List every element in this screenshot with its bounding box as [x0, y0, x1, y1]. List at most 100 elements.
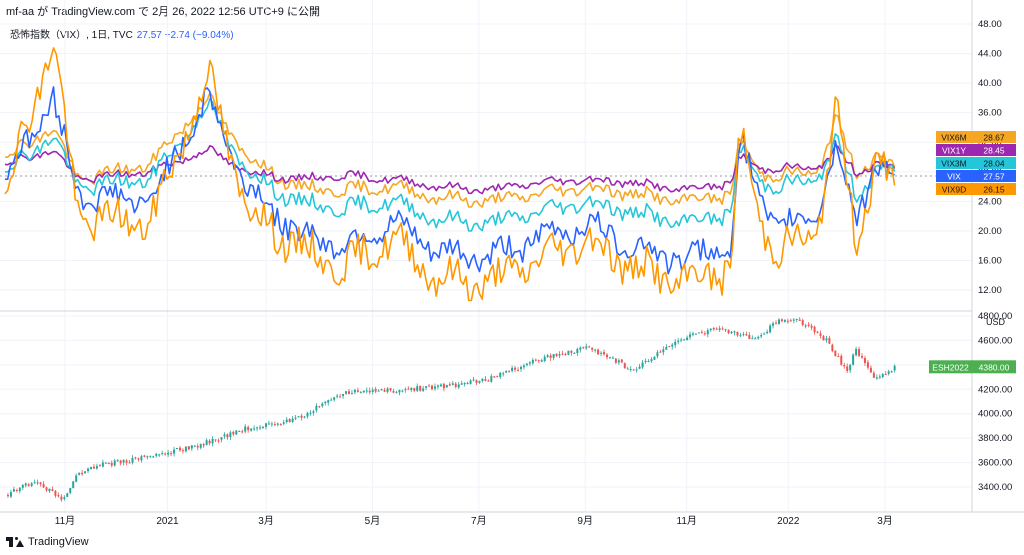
x-tick-label: 5月	[365, 515, 381, 527]
tradingview-logo-icon	[6, 537, 24, 547]
candle	[371, 387, 374, 395]
vix-series	[4, 47, 896, 302]
candle	[175, 447, 178, 450]
candle	[69, 487, 72, 495]
candle	[457, 381, 460, 389]
candle	[792, 317, 795, 324]
chart-canvas[interactable]: 12.0016.0020.0024.0028.0032.0036.0040.00…	[0, 0, 1024, 536]
candle	[350, 390, 353, 395]
candle	[570, 350, 573, 356]
candle	[178, 446, 181, 452]
candle	[605, 353, 608, 360]
candle	[591, 347, 594, 353]
candle	[475, 379, 478, 386]
candle	[775, 320, 778, 325]
candle	[33, 479, 36, 484]
candle	[555, 353, 558, 357]
candle	[161, 450, 164, 456]
candle	[484, 376, 487, 382]
candle	[543, 354, 546, 363]
candle	[282, 419, 285, 426]
candle	[235, 430, 238, 435]
candle	[45, 486, 48, 493]
candle	[264, 422, 267, 430]
candle	[336, 393, 339, 399]
candle	[763, 332, 766, 335]
series-vix1y	[4, 144, 896, 195]
candle	[164, 452, 167, 456]
legend-values: 27.57 −2.74 (−9.04%)	[136, 30, 234, 41]
candle	[223, 432, 226, 439]
candle	[686, 335, 689, 341]
candle	[95, 463, 98, 470]
candle	[644, 358, 647, 364]
candle	[837, 353, 840, 358]
candle	[656, 350, 659, 359]
candle	[881, 373, 884, 379]
candle	[783, 319, 786, 323]
candle	[368, 387, 371, 395]
candle	[386, 387, 389, 394]
candle	[789, 318, 792, 322]
candle	[801, 318, 804, 327]
candle	[632, 368, 635, 371]
candle	[241, 429, 244, 434]
price-label-value: 28.45	[983, 146, 1005, 156]
candle	[137, 457, 140, 462]
candle	[309, 410, 312, 416]
candle	[706, 328, 709, 338]
candle	[843, 362, 846, 369]
candle	[863, 355, 866, 367]
candle	[404, 387, 407, 393]
candle	[330, 397, 333, 401]
vix-y-tick: 16.00	[978, 255, 1002, 266]
candle	[92, 464, 95, 469]
candle	[24, 482, 27, 488]
candle	[107, 462, 110, 465]
candle	[662, 346, 665, 356]
candle	[15, 488, 18, 493]
candle	[766, 329, 769, 335]
candle	[442, 382, 445, 392]
price-label-value: 28.67	[983, 133, 1005, 143]
candle	[772, 321, 775, 329]
candle	[697, 332, 700, 334]
axes: 12.0016.0020.0024.0028.0032.0036.0040.00…	[55, 19, 1013, 527]
candle	[727, 329, 730, 335]
candle	[703, 331, 706, 336]
candle	[315, 403, 318, 413]
x-tick-label: 7月	[471, 515, 487, 527]
es-y-tick: 3600.00	[978, 458, 1012, 469]
candle	[834, 350, 837, 357]
candle	[279, 423, 282, 426]
candle	[594, 348, 597, 353]
candle	[751, 335, 754, 340]
candle	[104, 461, 107, 464]
candle	[321, 402, 324, 408]
es-y-tick: 4800.00	[978, 311, 1012, 322]
candle	[383, 387, 386, 393]
candle	[356, 387, 359, 393]
candle	[238, 430, 241, 433]
price-label-value: 4380.00	[979, 362, 1010, 372]
candle	[795, 318, 798, 323]
candle	[638, 363, 641, 370]
price-label-vix6m: VIX6M 28.67	[936, 131, 1016, 143]
series-vix	[5, 86, 895, 275]
price-label-esh2022: ESH2022 4380.00	[929, 360, 1016, 374]
candle	[887, 369, 890, 376]
x-tick-label: 3月	[877, 515, 893, 527]
candle	[395, 390, 398, 394]
es-y-tick: 4600.00	[978, 335, 1012, 346]
candle	[647, 359, 650, 363]
candle	[416, 383, 419, 393]
vix-y-tick: 20.00	[978, 226, 1002, 237]
footer-brand[interactable]: TradingView	[6, 536, 89, 548]
candle	[463, 382, 466, 387]
candle	[828, 335, 831, 344]
candle	[620, 359, 623, 364]
candle	[374, 386, 377, 394]
candle	[21, 484, 24, 491]
candle	[122, 459, 125, 466]
candle	[439, 383, 442, 387]
